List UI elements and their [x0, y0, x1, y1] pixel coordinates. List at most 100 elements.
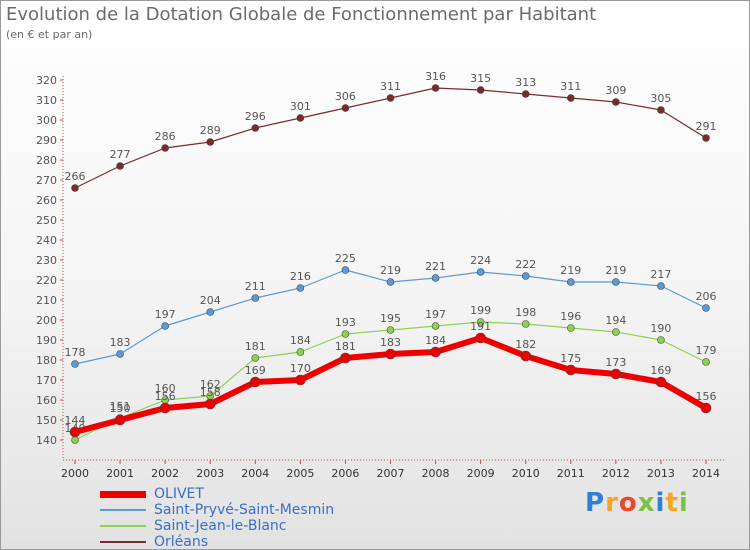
data-point: [206, 138, 215, 146]
data-point: [520, 350, 532, 362]
x-tick-label: 2001: [106, 467, 134, 480]
data-label: 211: [245, 280, 266, 293]
data-label: 197: [155, 308, 176, 321]
data-label: 199: [470, 304, 491, 317]
data-point: [116, 162, 124, 170]
data-label: 224: [470, 254, 491, 267]
data-label: 219: [560, 264, 581, 277]
data-label: 195: [380, 312, 401, 325]
data-label: 221: [425, 260, 446, 273]
data-point: [476, 86, 485, 94]
data-label: 196: [560, 310, 581, 323]
x-tick-label: 2010: [512, 467, 540, 480]
data-label: 305: [650, 92, 671, 105]
y-tick-label: 270: [36, 174, 57, 187]
data-point: [206, 308, 215, 316]
data-label: 219: [605, 264, 626, 277]
data-label: 151: [110, 400, 131, 413]
y-tick-label: 150: [36, 414, 57, 427]
data-point: [296, 114, 305, 122]
data-point: [565, 364, 577, 376]
data-point: [566, 94, 575, 102]
data-label: 296: [245, 110, 266, 123]
data-label: 316: [425, 70, 446, 83]
data-point: [161, 322, 169, 330]
data-point: [385, 348, 396, 360]
data-point: [341, 104, 350, 112]
data-point: [386, 326, 395, 334]
data-point: [702, 358, 710, 366]
y-tick-label: 180: [36, 354, 57, 367]
data-label: 183: [110, 336, 131, 349]
data-label: 156: [696, 390, 717, 403]
chart-title: Evolution de la Dotation Globale de Fonc…: [6, 4, 597, 25]
y-tick-label: 190: [36, 334, 57, 347]
y-tick-label: 160: [36, 394, 57, 407]
data-label: 173: [605, 356, 626, 369]
data-label: 179: [696, 344, 717, 357]
data-label: 306: [335, 90, 356, 103]
data-point: [204, 398, 216, 410]
y-tick-label: 140: [36, 434, 57, 447]
x-tick-label: 2003: [196, 467, 224, 480]
y-tick-label: 170: [36, 374, 57, 387]
legend-label: Saint-Pryvé-Saint-Mesmin: [154, 502, 335, 518]
data-label: 193: [335, 316, 356, 329]
x-tick-label: 2012: [602, 467, 630, 480]
legend-label: Orléans: [154, 534, 209, 550]
data-point: [610, 368, 622, 380]
data-point: [251, 294, 260, 302]
data-point: [476, 268, 485, 276]
data-point: [251, 354, 260, 362]
y-tick-label: 320: [36, 74, 57, 87]
data-point: [700, 402, 712, 414]
data-label: 190: [650, 322, 671, 335]
data-label: 219: [380, 264, 401, 277]
data-label: 311: [560, 80, 581, 93]
data-point: [702, 134, 710, 142]
data-label: 156: [155, 390, 176, 403]
y-tick-label: 230: [36, 254, 57, 267]
logo-letter: x: [637, 488, 656, 518]
data-label: 162: [200, 378, 221, 391]
data-point: [431, 322, 440, 330]
y-tick-label: 250: [36, 214, 57, 227]
data-label: 277: [110, 148, 131, 161]
data-label: 194: [605, 314, 626, 327]
data-point: [431, 274, 440, 282]
legend-swatch: [100, 509, 146, 511]
data-point: [116, 350, 124, 358]
data-label: 198: [515, 306, 536, 319]
x-tick-label: 2006: [331, 467, 359, 480]
logo-letter: i: [655, 488, 666, 518]
data-point: [566, 278, 575, 286]
y-tick-label: 220: [36, 274, 57, 287]
data-label: 178: [65, 346, 86, 359]
data-point: [657, 336, 665, 344]
data-label: 206: [696, 290, 717, 303]
data-point: [657, 106, 665, 114]
x-tick-label: 2005: [286, 467, 314, 480]
x-tick-label: 2004: [241, 467, 269, 480]
data-point: [612, 328, 620, 336]
data-label: 181: [335, 340, 356, 353]
logo-letter: P: [585, 488, 606, 518]
data-label: 301: [290, 100, 311, 113]
data-label: 216: [290, 270, 311, 283]
data-point: [71, 436, 79, 444]
data-label: 222: [515, 258, 536, 271]
x-tick-label: 2014: [692, 467, 720, 480]
data-point: [612, 278, 620, 286]
data-label: 169: [245, 364, 266, 377]
data-label: 313: [515, 76, 536, 89]
data-point: [69, 426, 81, 438]
data-point: [71, 360, 79, 368]
data-label: 184: [290, 334, 311, 347]
legend-label: OLIVET: [154, 486, 204, 502]
x-tick-label: 2000: [61, 467, 89, 480]
data-point: [341, 330, 350, 338]
y-tick-label: 300: [36, 114, 57, 127]
data-label: 150: [110, 402, 131, 415]
y-tick-label: 290: [36, 134, 57, 147]
data-label: 311: [380, 80, 401, 93]
